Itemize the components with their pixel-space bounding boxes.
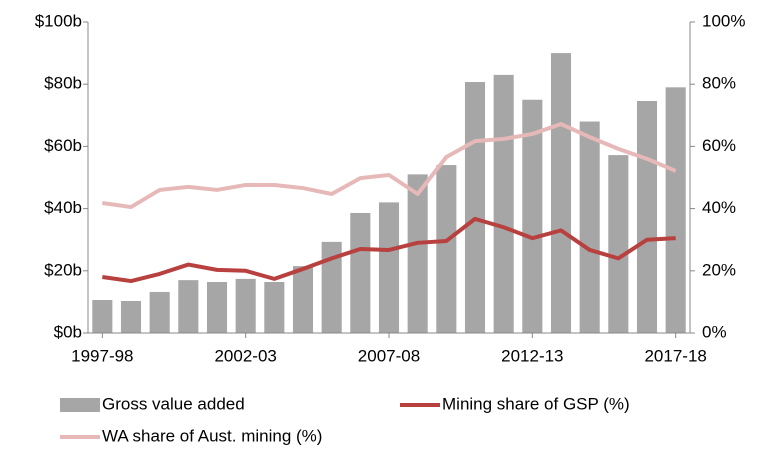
legend-label: Mining share of GSP (%): [442, 394, 630, 413]
bar: [120, 300, 142, 333]
y-tick-label: $80b: [44, 74, 82, 93]
bar: [665, 87, 686, 333]
y-tick-label: $60b: [44, 136, 82, 155]
x-tick-label: 2007-08: [358, 346, 420, 365]
bar: [550, 53, 572, 333]
y-tick-label: $100b: [35, 11, 82, 30]
x-tick-label: 2017-18: [644, 346, 706, 365]
y2-tick-label: 40%: [702, 198, 736, 217]
x-tick-label: 1997-98: [71, 346, 133, 365]
bar: [321, 241, 342, 333]
bar: [350, 212, 371, 333]
y-tick-label: $40b: [44, 198, 82, 217]
bar: [608, 155, 629, 333]
bar: [235, 278, 256, 333]
y2-tick-label: 80%: [702, 74, 736, 93]
bar: [464, 82, 486, 333]
y2-tick-label: 100%: [702, 11, 745, 30]
bar: [92, 300, 113, 333]
bar: [178, 280, 199, 333]
bar: [579, 121, 600, 334]
line: [102, 216, 676, 284]
bar: [493, 74, 514, 334]
bar: [522, 99, 543, 333]
legend-swatch: [60, 398, 100, 412]
bar: [149, 291, 170, 333]
line: [102, 122, 677, 210]
bar: [436, 165, 457, 333]
y2-tick-label: 20%: [702, 260, 736, 279]
legend-label: Gross value added: [102, 394, 245, 413]
bar: [292, 266, 314, 333]
bar: [378, 202, 400, 333]
y-tick-label: $0b: [54, 322, 82, 341]
bar: [206, 281, 228, 333]
y2-tick-label: 60%: [702, 136, 736, 155]
y-tick-label: $20b: [44, 260, 82, 279]
y2-tick-label: 0%: [702, 322, 727, 341]
legend-label: WA share of Aust. mining (%): [102, 426, 322, 445]
bar: [407, 174, 428, 333]
bar: [264, 281, 285, 333]
x-tick-label: 2002-03: [214, 346, 276, 365]
x-tick-label: 2012-13: [501, 346, 563, 365]
bar: [636, 100, 658, 333]
